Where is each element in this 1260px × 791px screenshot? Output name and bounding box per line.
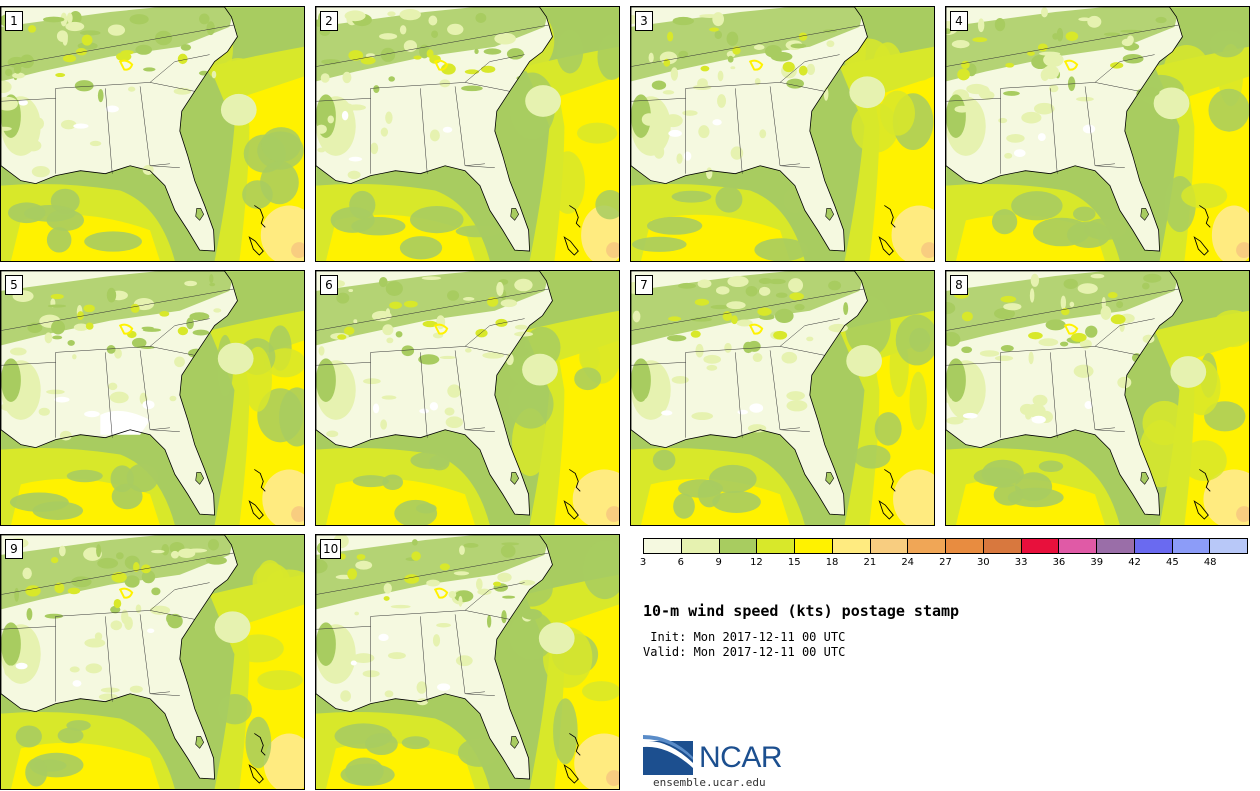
member-number-label: 2: [320, 11, 338, 31]
wind-field-map: [1, 7, 304, 261]
legend-swatch: [870, 539, 909, 553]
ensemble-url: ensemble.ucar.edu: [653, 776, 766, 789]
legend-tick: 15: [787, 557, 801, 568]
wind-field-map: [316, 271, 619, 525]
legend-tick: 24: [901, 557, 915, 568]
legend-tick: 21: [863, 557, 877, 568]
wind-field-map: [631, 7, 934, 261]
legend-swatch: [681, 539, 720, 553]
legend-swatch: [946, 539, 984, 553]
legend-tick: 12: [750, 557, 763, 568]
legend-tick: 45: [1166, 557, 1179, 568]
member-panel-1: 1: [0, 6, 305, 262]
legend-tick: 48: [1203, 557, 1217, 568]
wind-field-map: [316, 7, 619, 261]
member-panel-2: 2: [315, 6, 620, 262]
legend-tick: 27: [939, 557, 952, 568]
member-panel-7: 7: [630, 270, 935, 526]
member-number-label: 10: [320, 539, 342, 559]
legend-tick: 3: [639, 557, 647, 568]
member-number-label: 5: [5, 275, 23, 295]
legend-swatch: [757, 539, 795, 553]
legend-swatch: [719, 539, 758, 553]
legend-tick: 36: [1052, 557, 1066, 568]
wind-field-map: [316, 535, 619, 789]
init-time: Init: Mon 2017-12-11 00 UTC: [643, 630, 846, 644]
legend-tick: 6: [677, 557, 684, 568]
member-panel-9: 9: [0, 534, 305, 790]
wind-field-map: [1, 271, 304, 525]
legend-tick: 18: [825, 557, 839, 568]
member-panel-4: 4: [945, 6, 1250, 262]
legend-tick: 9: [715, 557, 722, 568]
member-number-label: 4: [950, 11, 968, 31]
legend-swatch: [1097, 539, 1135, 553]
legend-tick: 42: [1128, 557, 1141, 568]
legend-swatch: [1059, 539, 1097, 553]
legend-swatch: [1134, 539, 1173, 553]
member-panel-10: 10: [315, 534, 620, 790]
wind-field-map: [1, 535, 304, 789]
member-panel-6: 6: [315, 270, 620, 526]
member-number-label: 7: [635, 275, 653, 295]
plot-title: 10-m wind speed (kts) postage stamp: [643, 602, 960, 620]
legend-swatch: [983, 539, 1022, 553]
member-panel-3: 3: [630, 6, 935, 262]
member-number-label: 9: [5, 539, 23, 559]
legend-swatch: [795, 539, 833, 553]
legend-swatch: [1172, 539, 1211, 553]
legend-swatch: [1021, 539, 1060, 553]
wind-field-map: [946, 271, 1249, 525]
wind-field-map: [631, 271, 934, 525]
legend-colorbar: [643, 538, 1248, 554]
wind-field-map: [946, 7, 1249, 261]
ncar-logo-icon: [643, 735, 693, 775]
legend-tick: 30: [976, 557, 990, 568]
ncar-logo-text: NCAR: [699, 741, 783, 774]
legend-swatch: [908, 539, 946, 553]
member-panel-5: 5: [0, 270, 305, 526]
legend-tick: 33: [1014, 557, 1028, 568]
member-number-label: 8: [950, 275, 968, 295]
legend-tick: 39: [1090, 557, 1104, 568]
legend-swatch: [832, 539, 871, 553]
valid-time: Valid: Mon 2017-12-11 00 UTC: [643, 645, 846, 659]
legend-swatch: [1210, 539, 1247, 553]
member-panel-8: 8: [945, 270, 1250, 526]
member-number-label: 1: [5, 11, 23, 31]
legend-swatch: [644, 539, 682, 553]
member-number-label: 6: [320, 275, 338, 295]
member-number-label: 3: [635, 11, 653, 31]
color-legend: 3 6 9 12 15 18 21 24 27 30 33 36 39 42 45 48: [639, 538, 1248, 568]
